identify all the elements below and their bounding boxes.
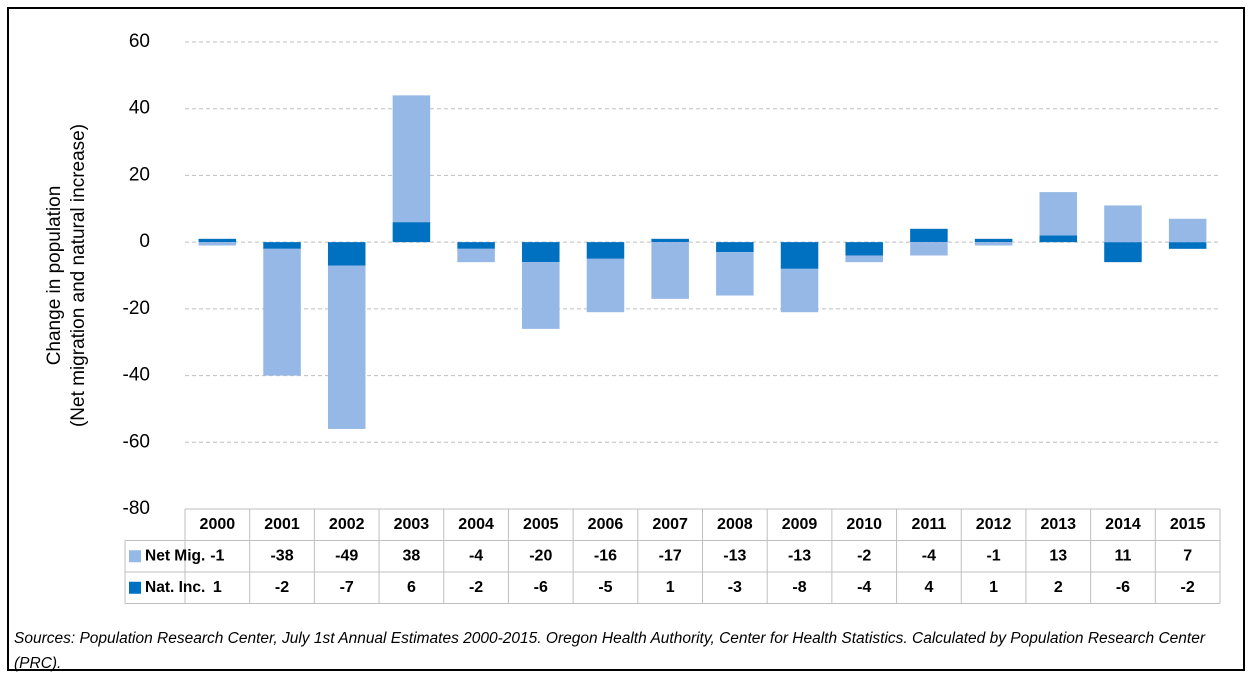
- bar-segment: [910, 242, 948, 256]
- bar-segment: [780, 242, 819, 269]
- table-value: 1: [989, 579, 998, 596]
- bar-segment: [522, 262, 560, 329]
- bar-segment: [457, 248, 495, 263]
- bar-segment: [1104, 242, 1142, 263]
- bar-segment: [392, 95, 431, 223]
- y-tick-label: 40: [129, 98, 150, 119]
- x-tick-label: 2001: [264, 516, 300, 533]
- legend-label: Net Mig.: [145, 547, 205, 564]
- table-value: -8: [792, 579, 806, 596]
- x-tick-label: 2013: [1040, 516, 1076, 533]
- table-value: -49: [335, 547, 358, 564]
- x-tick-label: 2015: [1170, 516, 1206, 533]
- table-value: -7: [340, 579, 354, 596]
- table-value: -6: [534, 579, 548, 596]
- y-tick-label: -40: [123, 365, 150, 386]
- bar-segment: [910, 228, 948, 243]
- bar-segment: [716, 252, 754, 296]
- y-tick-label: 0: [139, 231, 150, 252]
- x-tick-label: 2003: [394, 516, 430, 533]
- bar-segment: [327, 265, 366, 429]
- x-tick-label: 2007: [652, 516, 688, 533]
- table-value: -6: [1116, 579, 1130, 596]
- table-value: -2: [1181, 579, 1195, 596]
- bar-segment: [1168, 218, 1207, 243]
- x-tick-label: 2014: [1105, 516, 1141, 533]
- x-tick-label: 2006: [588, 516, 624, 533]
- legend-swatch: [129, 581, 141, 594]
- bar-segment: [716, 242, 754, 253]
- bar-segment: [845, 255, 883, 263]
- bar-segment: [457, 242, 495, 249]
- table-value: -4: [922, 547, 936, 564]
- table-value: -2: [469, 579, 483, 596]
- y-axis-label: Change in population: [44, 186, 65, 366]
- x-tick-label: 2008: [717, 516, 753, 533]
- bar-segment: [1039, 235, 1078, 243]
- table-value: -16: [594, 547, 617, 564]
- x-tick-label: 2002: [329, 516, 365, 533]
- x-tick-label: 2009: [782, 516, 818, 533]
- bar-segment: [263, 248, 301, 376]
- y-tick-label: -60: [123, 431, 150, 452]
- table-value: -4: [857, 579, 871, 596]
- x-tick-label: 2011: [912, 516, 947, 533]
- bar-segment: [845, 242, 883, 256]
- x-tick-label: 2000: [200, 516, 236, 533]
- source-note: Sources: Population Research Center, Jul…: [14, 630, 1205, 672]
- bar-segment: [780, 268, 819, 313]
- bar-segment: [1104, 205, 1142, 243]
- bar-segment: [651, 242, 689, 299]
- frame: [7, 7, 1245, 671]
- legend-label: Nat. Inc.: [145, 579, 205, 596]
- table-value: -17: [659, 547, 682, 564]
- table-value: 11: [1115, 547, 1132, 564]
- bar-segment: [586, 242, 625, 259]
- bar-segment: [1039, 192, 1078, 236]
- table-value: 6: [407, 579, 416, 596]
- bar-segment: [392, 222, 431, 243]
- table-value: -1: [210, 547, 224, 564]
- x-tick-label: 2005: [523, 516, 559, 533]
- bar-segment: [974, 238, 1013, 243]
- bar-segment: [651, 238, 689, 243]
- bar-segment: [327, 242, 366, 266]
- table-value: 4: [924, 579, 933, 596]
- y-tick-label: 20: [129, 164, 150, 185]
- table-value: -13: [723, 547, 746, 564]
- y-axis-label: (Net migration and natural increase): [68, 124, 89, 427]
- y-tick-label: -80: [123, 498, 150, 519]
- table-value: 1: [666, 579, 675, 596]
- bar-segment: [586, 258, 625, 313]
- table-value: -2: [857, 547, 871, 564]
- y-tick-label: 60: [129, 31, 150, 52]
- table-value: -4: [469, 547, 483, 564]
- bar-segment: [974, 242, 1013, 246]
- table-value: -1: [986, 547, 1000, 564]
- table-value: 1: [213, 579, 222, 596]
- table-value: -3: [728, 579, 742, 596]
- table-value: 13: [1049, 547, 1067, 564]
- table-value: -2: [275, 579, 289, 596]
- bar-segment: [1168, 242, 1207, 249]
- bar-segment: [198, 242, 237, 246]
- bar-segment: [522, 242, 560, 263]
- table-value: -38: [270, 547, 293, 564]
- y-tick-label: -20: [123, 298, 150, 319]
- table-value: -5: [598, 579, 612, 596]
- table-value: 38: [403, 547, 421, 564]
- table-value: 2: [1054, 579, 1063, 596]
- x-tick-label: 2004: [458, 516, 494, 533]
- table-value: -20: [529, 547, 552, 564]
- table-value: 7: [1183, 547, 1192, 564]
- bar-segment: [198, 238, 237, 243]
- x-tick-label: 2012: [976, 516, 1012, 533]
- bar-segment: [263, 242, 301, 249]
- legend-swatch: [129, 550, 141, 563]
- table-value: -13: [788, 547, 811, 564]
- x-tick-label: 2010: [846, 516, 882, 533]
